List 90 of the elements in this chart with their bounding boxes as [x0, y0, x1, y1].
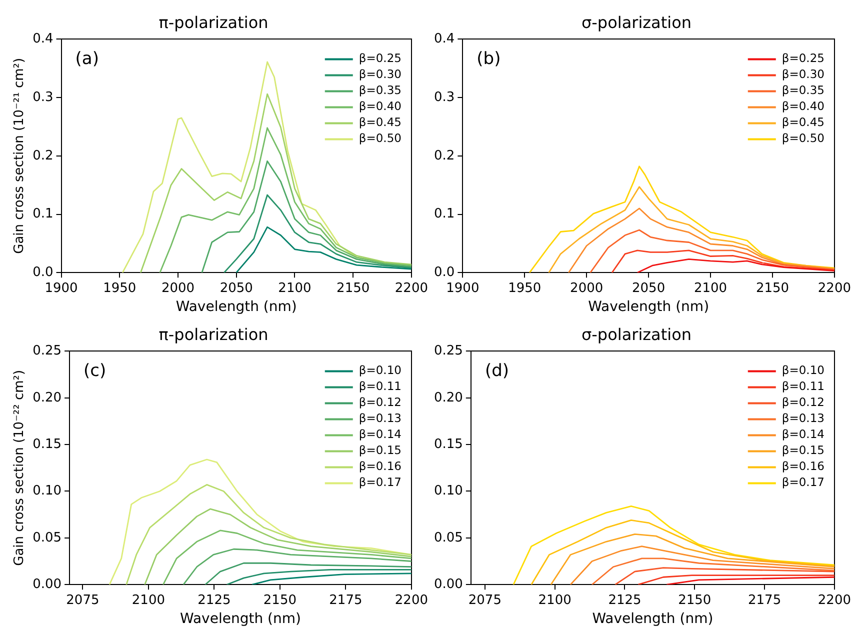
x-axis-title: Wavelength (nm): [180, 611, 301, 628]
y-tick-label: 0.0: [434, 264, 455, 280]
y-tick-label: 0.1: [434, 206, 455, 222]
annotation: (b): [476, 49, 501, 70]
x-tick-label: 1950: [508, 280, 542, 296]
legend-label: β=0.10: [358, 363, 402, 378]
x-tick-label: 1900: [44, 280, 78, 296]
x-tick-label: 2125: [608, 592, 642, 608]
legend-label: β=0.11: [358, 379, 402, 394]
x-tick-label: 2050: [632, 280, 666, 296]
legend-label: β=0.17: [358, 475, 402, 490]
legend-label: β=0.15: [358, 443, 402, 458]
y-tick-label: 0.0: [32, 264, 54, 280]
x-tick-label: 2175: [329, 592, 362, 608]
legend-label: β=0.14: [782, 427, 824, 442]
y-tick-label: 0.10: [32, 484, 62, 499]
x-tick-label: 2075: [66, 592, 100, 608]
x-tick-label: 1900: [446, 280, 480, 296]
x-tick-label: 2150: [336, 280, 370, 296]
legend-label: β=0.16: [782, 459, 824, 474]
legend-label: β=0.25: [358, 51, 402, 66]
x-tick-label: 2050: [220, 280, 253, 296]
x-tick-label: 2000: [570, 280, 604, 296]
chart-title: σ-polarization: [582, 324, 692, 344]
y-tick-label: 0.2: [434, 148, 455, 164]
legend-label: β=0.50: [782, 131, 824, 146]
legend-label: β=0.25: [782, 51, 824, 66]
y-tick-label: 0.15: [32, 436, 62, 452]
legend-label: β=0.14: [358, 427, 402, 442]
x-tick-label: 2175: [748, 592, 782, 608]
y-tick-label: 0.00: [434, 576, 463, 592]
legend-label: β=0.10: [782, 363, 824, 378]
y-tick-label: 0.1: [32, 206, 54, 222]
y-tick-label: 0.2: [32, 148, 54, 164]
x-tick-label: 2100: [278, 280, 312, 296]
legend-label: β=0.12: [358, 395, 402, 410]
x-tick-label: 2100: [538, 592, 572, 608]
y-axis-title: Gain cross section (10⁻²¹ cm²): [12, 58, 28, 254]
annotation: (c): [84, 361, 106, 382]
y-tick-label: 0.05: [434, 530, 463, 546]
x-tick-label: 2200: [818, 592, 852, 608]
x-axis-title: Wavelength (nm): [592, 611, 714, 628]
chart-title: π-polarization: [158, 324, 268, 344]
chart-title: σ-polarization: [582, 12, 692, 32]
x-tick-label: 1950: [103, 280, 136, 296]
y-tick-label: 0.25: [434, 344, 463, 359]
legend-label: β=0.35: [358, 83, 402, 98]
x-tick-label: 2200: [394, 280, 428, 296]
legend-label: β=0.40: [358, 99, 402, 114]
annotation: (a): [75, 49, 99, 70]
legend-label: β=0.15: [782, 443, 824, 458]
legend-label: β=0.12: [782, 395, 824, 410]
legend-label: β=0.30: [782, 67, 824, 82]
x-tick-label: 2100: [694, 280, 728, 296]
y-tick-label: 0.00: [32, 576, 62, 592]
y-tick-label: 0.3: [434, 90, 455, 105]
y-tick-label: 0.3: [32, 90, 54, 105]
x-tick-label: 2125: [198, 592, 231, 608]
chart-title: π-polarization: [158, 12, 268, 32]
legend-label: β=0.35: [782, 83, 824, 98]
legend-label: β=0.45: [358, 115, 402, 130]
x-tick-label: 2100: [132, 592, 165, 608]
legend-label: β=0.13: [358, 411, 402, 426]
legend-label: β=0.40: [782, 99, 824, 114]
x-tick-label: 2000: [161, 280, 195, 296]
x-axis-title: Wavelength (nm): [176, 299, 297, 316]
legend-label: β=0.17: [782, 475, 824, 490]
y-tick-label: 0.25: [32, 344, 62, 359]
y-tick-label: 0.05: [32, 530, 62, 546]
y-tick-label: 0.4: [32, 32, 54, 47]
x-tick-label: 2150: [678, 592, 712, 608]
legend-label: β=0.30: [358, 67, 402, 82]
y-axis-title: Gain cross section (10⁻²² cm²): [12, 370, 28, 566]
legend-label: β=0.16: [358, 459, 402, 474]
y-tick-label: 0.10: [434, 484, 463, 499]
y-tick-label: 0.4: [434, 32, 455, 47]
x-tick-label: 2200: [818, 280, 852, 296]
x-axis-title: Wavelength (nm): [588, 299, 710, 316]
x-tick-label: 2150: [263, 592, 296, 608]
x-tick-label: 2075: [468, 592, 502, 608]
legend-label: β=0.13: [782, 411, 824, 426]
legend-label: β=0.11: [782, 379, 824, 394]
legend-label: β=0.50: [358, 131, 402, 146]
legend-label: β=0.45: [782, 115, 824, 130]
x-tick-label: 2150: [756, 280, 790, 296]
y-tick-label: 0.20: [32, 390, 62, 406]
x-tick-label: 2200: [394, 592, 428, 608]
annotation: (d): [484, 361, 510, 382]
y-tick-label: 0.20: [434, 390, 463, 406]
y-tick-label: 0.15: [434, 436, 463, 452]
